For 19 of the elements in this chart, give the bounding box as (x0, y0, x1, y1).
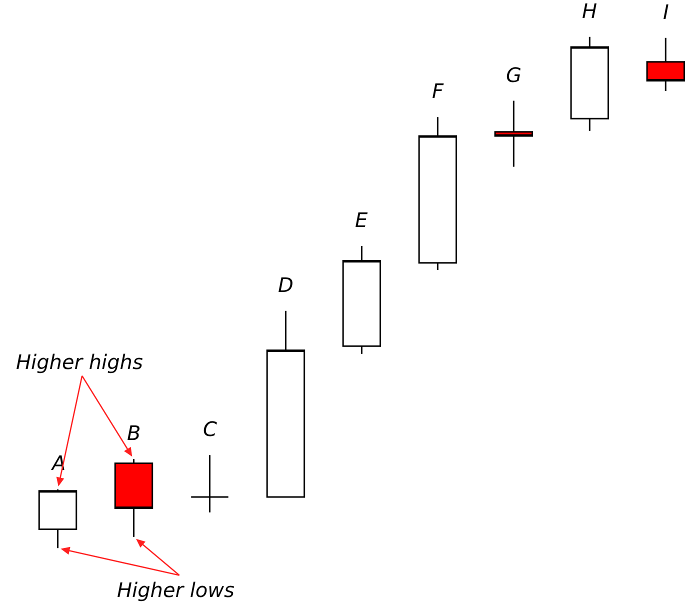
candlestick (646, 37, 686, 92)
x-tick-label: I (663, 0, 669, 24)
x-tick-label: C (203, 417, 217, 441)
candlestick (114, 458, 154, 538)
x-tick-label: B (127, 421, 141, 445)
candlestick (418, 116, 458, 271)
candlestick (190, 454, 230, 514)
candlestick (570, 36, 610, 132)
text: Higher lows (117, 578, 234, 602)
x-tick-label: H (582, 0, 598, 23)
annotation: Higher highs (16, 350, 143, 374)
candlestick (38, 488, 78, 549)
candlestick (342, 245, 382, 355)
x-tick-label: D (278, 273, 294, 297)
candlestick (266, 310, 306, 498)
x-tick-label: G (506, 63, 522, 87)
x-tick-label: E (355, 208, 368, 232)
x-tick-label: F (432, 79, 444, 103)
candlestick (494, 100, 534, 168)
